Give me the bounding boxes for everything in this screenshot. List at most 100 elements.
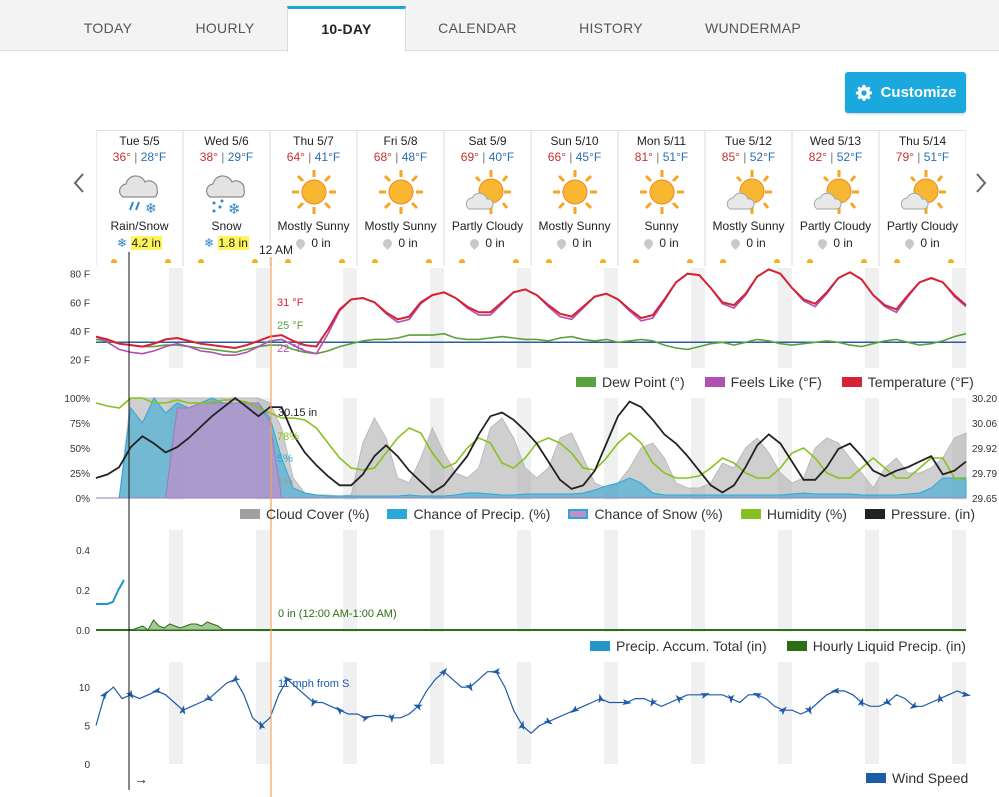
tab-calendar[interactable]: CALENDAR <box>438 20 517 36</box>
day-high: 36° <box>112 150 131 164</box>
day-column[interactable]: Sat 5/9 69° | 40°F Partly Cloudy 0 in <box>444 131 531 266</box>
night-band <box>691 662 705 764</box>
day-temps: 38° | 29°F <box>199 150 254 164</box>
day-column[interactable]: Tue 5/5 36° | 28°F ❄ Rain/Snow ❄ 4.2 in <box>96 131 183 266</box>
day-low: 48°F <box>401 150 428 164</box>
wind-direction-marker <box>543 716 553 725</box>
legend-wind-speed[interactable]: Wind Speed <box>892 770 969 786</box>
left-tick-label: 75% <box>70 419 90 430</box>
wind-direction-marker <box>231 674 241 683</box>
sun-markers <box>445 256 530 264</box>
legend-dew-point[interactable]: Dew Point (°) <box>602 374 685 390</box>
wind-arrow-icon <box>413 704 423 711</box>
day-column[interactable]: Thu 5/7 64° | 41°F Mostly Sunny 0 in <box>270 131 357 266</box>
right-tick-label: 29.79 <box>972 469 997 480</box>
legend-chance-snow[interactable]: Chance of Snow (%) <box>594 506 723 522</box>
feels-like-swatch <box>704 377 725 387</box>
wind-direction-marker <box>311 697 318 707</box>
wind-direction-marker <box>99 690 108 700</box>
wind-arrow-icon <box>700 693 710 699</box>
day-precip: 0 in <box>706 233 791 253</box>
day-column[interactable]: Thu 5/14 79° | 51°F Partly Cloudy 0 in <box>879 131 966 266</box>
night-band <box>952 662 966 764</box>
wind-arrow-icon <box>728 694 735 704</box>
day-column[interactable]: Tue 5/12 85° | 52°F Mostly Sunny 0 in <box>705 131 792 266</box>
y-tick-label: 10 <box>79 683 91 694</box>
y-tick-label: 0 <box>84 760 90 771</box>
wind-arrow-icon <box>259 720 266 731</box>
wind-speed-swatch <box>866 773 886 783</box>
wind-arrow-icon <box>598 693 605 704</box>
wind-arrow-icon <box>622 698 632 705</box>
wind-arrow-icon <box>937 693 944 704</box>
prev-days-arrow[interactable] <box>73 172 85 201</box>
night-band <box>691 398 705 500</box>
night-band <box>865 662 879 764</box>
day-column[interactable]: Sun 5/10 66° | 45°F Mostly Sunny 0 in <box>531 131 618 266</box>
tab-today[interactable]: TODAY <box>83 20 133 36</box>
day-column[interactable]: Wed 5/13 82° | 52°F Partly Cloudy 0 in <box>792 131 879 266</box>
night-band <box>778 268 792 368</box>
night-band <box>256 530 270 632</box>
pressure-line <box>95 396 967 494</box>
cloud-rain-snow-icon: ❄ <box>115 167 165 217</box>
day-strip: Tue 5/5 36° | 28°F ❄ Rain/Snow ❄ 4.2 in … <box>96 130 966 266</box>
day-precip-amount: 1.8 in <box>217 236 249 250</box>
wind-arrow-icon <box>179 705 186 715</box>
right-tick-label: 30.06 <box>972 419 997 430</box>
day-name: Thu 5/7 <box>293 134 334 148</box>
wind-arrow-icon <box>311 697 318 707</box>
day-column[interactable]: Fri 5/8 68° | 48°F Mostly Sunny 0 in <box>357 131 444 266</box>
tab-wundermap[interactable]: WUNDERMAP <box>704 20 802 36</box>
legend-accum[interactable]: Precip. Accum. Total (in) <box>616 638 767 654</box>
y-tick-label: 0.4 <box>76 546 90 557</box>
next-days-arrow[interactable] <box>975 172 987 201</box>
sun-markers <box>184 256 269 264</box>
wind-arrow-icon <box>204 693 214 702</box>
day-low: 45°F <box>575 150 602 164</box>
night-band <box>343 268 357 368</box>
wind-arrow-icon <box>752 692 763 700</box>
day-column[interactable]: Mon 5/11 81° | 51°F Sunny 0 in <box>618 131 705 266</box>
legend-humidity[interactable]: Humidity (%) <box>766 506 847 522</box>
day-precip-amount: 0 in <box>659 236 679 250</box>
wind-direction-marker <box>439 667 448 677</box>
day-precip-amount: 0 in <box>572 236 592 250</box>
sun-markers <box>271 256 356 264</box>
customize-button[interactable]: Customize <box>845 72 966 113</box>
night-band <box>517 530 531 632</box>
day-name: Wed 5/13 <box>809 134 862 148</box>
y-tick-label: 20 F <box>70 355 90 366</box>
legend-pressure[interactable]: Pressure. (in) <box>890 506 975 522</box>
night-band <box>604 530 618 632</box>
wind-direction-marker <box>728 694 735 704</box>
legend-cloud-cover[interactable]: Cloud Cover (%) <box>266 506 370 522</box>
tab-history[interactable]: HISTORY <box>579 20 643 36</box>
sun-cloud-icon <box>811 167 861 217</box>
day-precip-amount: 0 in <box>311 236 331 250</box>
legend-chance-precip[interactable]: Chance of Precip. (%) <box>413 506 551 522</box>
day-temps: 82° | 52°F <box>808 150 863 164</box>
tab-hourly[interactable]: HOURLY <box>195 20 255 36</box>
night-band <box>778 662 792 764</box>
cursor-time-label: 12 AM <box>257 243 296 257</box>
wind-direction-marker <box>752 692 763 700</box>
legend-temperature[interactable]: Temperature (°F) <box>867 374 974 390</box>
wind-direction-marker <box>518 720 525 731</box>
day-precip-amount: 0 in <box>833 236 853 250</box>
night-band <box>343 398 357 500</box>
night-band <box>604 662 618 764</box>
day-column[interactable]: Wed 5/6 38° | 29°F ❄ Snow ❄ 1.8 in <box>183 131 270 266</box>
tab-10-day[interactable]: 10-DAY <box>287 6 406 52</box>
wind-arrow-icon <box>778 706 787 716</box>
wind-direction-marker <box>204 693 214 702</box>
wind-arrow-icon <box>675 694 684 704</box>
svg-text:❄: ❄ <box>228 200 241 217</box>
wind-arrow-icon <box>491 668 501 675</box>
night-band <box>865 268 879 368</box>
day-high: 64° <box>286 150 305 164</box>
wind-arrow-icon <box>650 697 658 707</box>
legend-feels-like[interactable]: Feels Like (°F) <box>730 374 822 390</box>
legend-hourly-liquid[interactable]: Hourly Liquid Precip. (in) <box>812 638 966 654</box>
